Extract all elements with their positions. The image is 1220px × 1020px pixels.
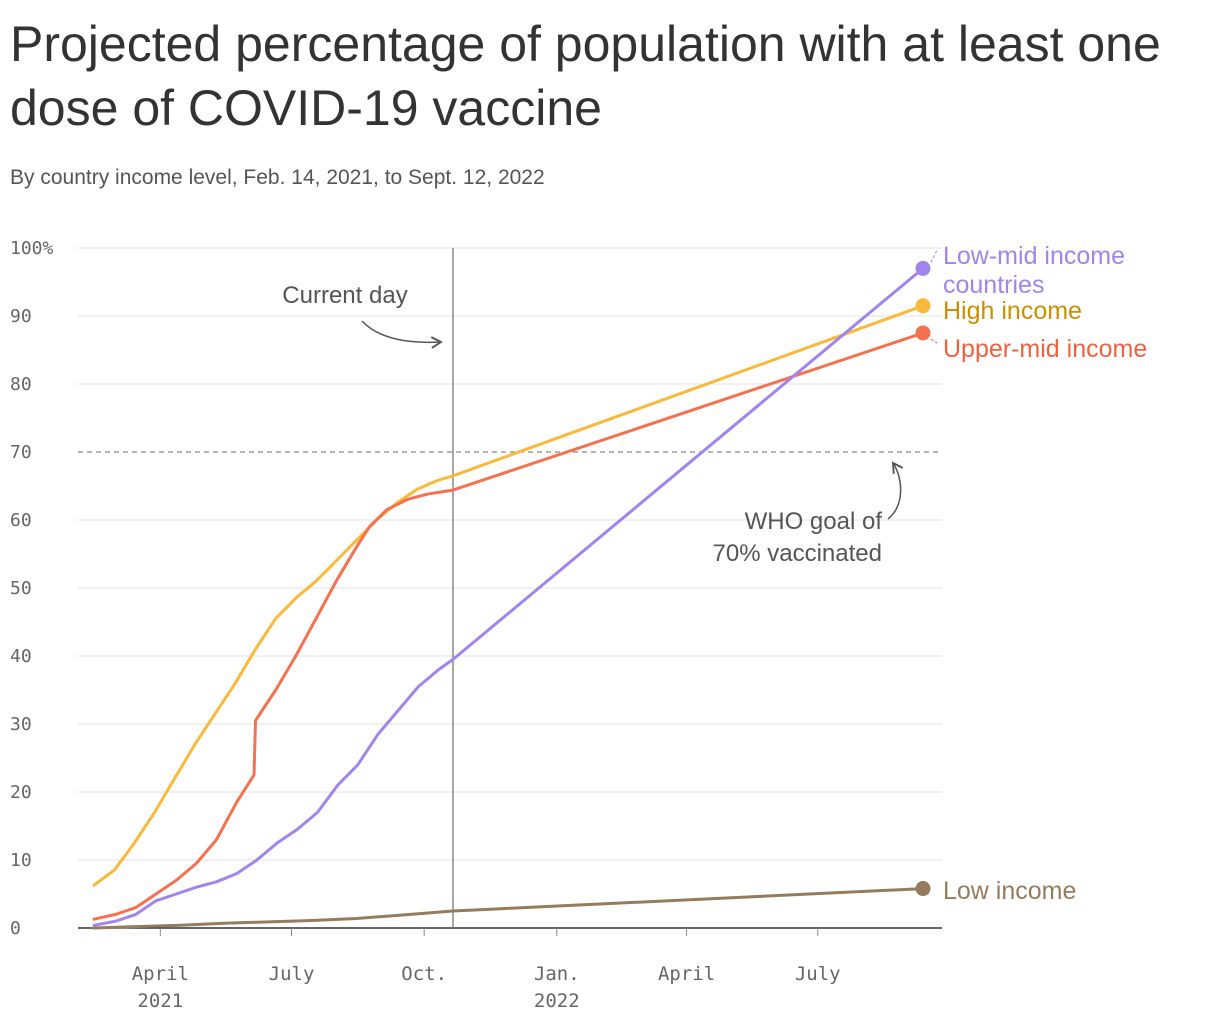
x-tick-label-5: July	[795, 963, 841, 985]
y-tick-label-70: 70	[10, 442, 32, 463]
series-line-high-income	[92, 304, 925, 887]
x-tick-label-4: April	[658, 963, 715, 985]
y-axis-ticks: 0 10 20 30 40 50 60 70 80 90 100%	[10, 238, 54, 939]
series-labels: High income Upper-mid income Low-mid incom…	[930, 242, 1147, 905]
series-endpoint-high-income	[915, 298, 931, 314]
y-tick-label-20: 20	[10, 782, 32, 803]
series-endpoint-upper-mid-income	[915, 325, 931, 341]
x-tick-label-3: Jan.	[534, 963, 580, 985]
series-label-low-income: Low income	[943, 877, 1076, 905]
series-endpoint-low-income	[915, 881, 931, 897]
chart-title: Projected percentage of population with …	[10, 16, 1161, 136]
current-day-arrow	[361, 320, 443, 349]
series-line-upper-mid-income	[92, 331, 925, 921]
reference-lines	[78, 248, 942, 928]
series-label-leader-low-mid-income-countries	[930, 249, 938, 263]
y-tick-label-30: 30	[10, 714, 32, 735]
grid-lines	[78, 247, 942, 861]
x-tick-label-0: April	[132, 963, 189, 985]
series-label-leader-upper-mid-income	[930, 338, 938, 344]
y-tick-label-100: 100%	[10, 238, 54, 259]
y-tick-label-60: 60	[10, 510, 32, 531]
x-tick-year-label-3: 2022	[534, 990, 580, 1012]
series-label-upper-mid-income: Upper-mid income	[943, 335, 1147, 363]
x-tick-year-label-0: 2021	[137, 990, 183, 1012]
annotations: Current day WHO goal of 70% vaccinated	[282, 282, 904, 567]
series-line-low-income	[92, 887, 925, 930]
who-goal-label-line2: 70% vaccinated	[713, 540, 882, 567]
y-tick-label-90: 90	[10, 306, 32, 327]
series-lines	[92, 260, 931, 930]
chart-subtitle: By country income level, Feb. 14, 2021, …	[10, 166, 545, 189]
series-line-low-mid-income-countries	[92, 266, 925, 927]
y-tick-label-0: 0	[10, 918, 21, 939]
x-tick-label-1: July	[269, 963, 315, 985]
series-endpoint-low-mid-income-countries	[915, 260, 931, 276]
x-tick-label-2: Oct.	[401, 963, 447, 985]
series-label-high-income: High income	[943, 297, 1082, 325]
y-tick-label-80: 80	[10, 374, 32, 395]
who-goal-arrow	[887, 461, 904, 520]
current-day-label: Current day	[282, 282, 407, 309]
x-axis-ticks: April 2021 July Oct. Jan. 2022 April July	[78, 927, 942, 1012]
series-label-low-mid-income-countries: Low-mid income	[943, 242, 1125, 270]
y-tick-label-10: 10	[10, 850, 32, 871]
y-tick-label-40: 40	[10, 646, 32, 667]
who-goal-label-line1: WHO goal of	[745, 508, 883, 535]
y-tick-label-50: 50	[10, 578, 32, 599]
series-label-low-mid-income-countries-line2: countries	[943, 271, 1044, 299]
